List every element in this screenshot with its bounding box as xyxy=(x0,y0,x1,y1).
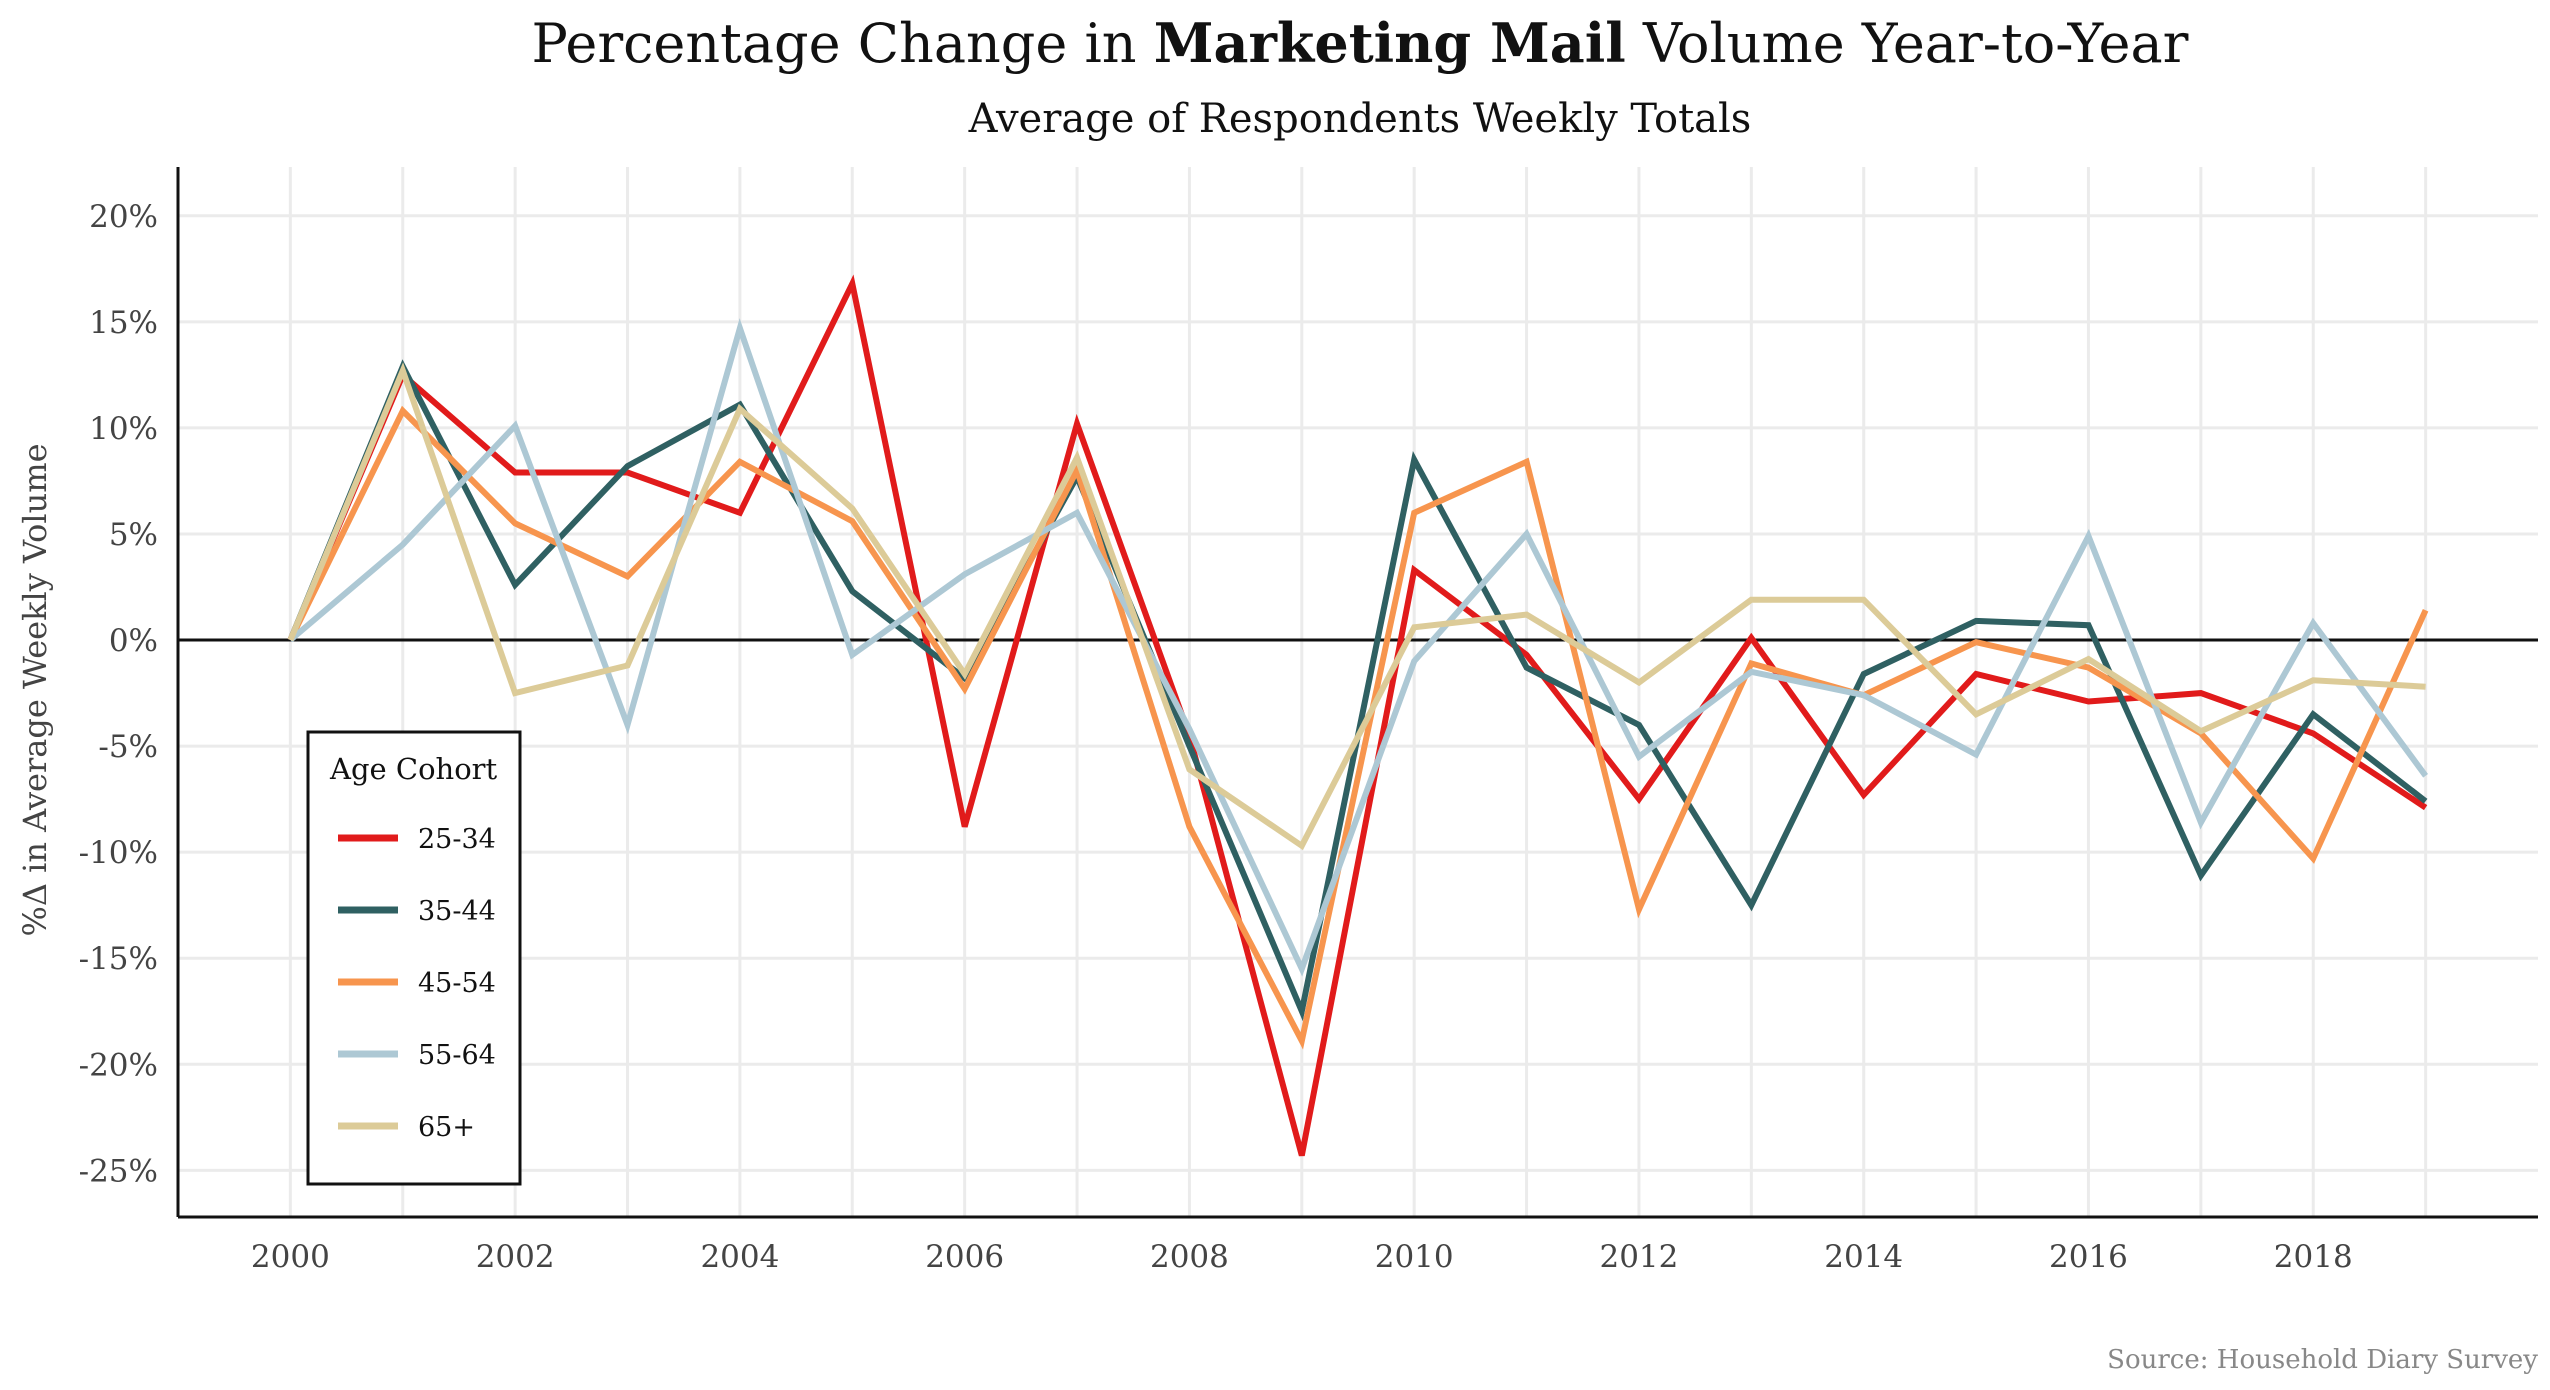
series-line-25-34 xyxy=(287,274,2428,1157)
legend-title: Age Cohort xyxy=(329,752,498,786)
x-tick-label: 2000 xyxy=(251,1239,330,1275)
x-tick-label: 2002 xyxy=(476,1239,555,1275)
x-tick-label: 2016 xyxy=(2049,1239,2128,1275)
series-line-45-54 xyxy=(287,405,2429,1050)
chart-subtitle: Average of Respondents Weekly Totals xyxy=(968,96,1752,142)
y-axis-label: %Δ in Average Weekly Volume xyxy=(16,443,54,936)
legend: Age Cohort 25-34 35-44 45-54 55-64 65+ xyxy=(306,730,522,1186)
legend-box xyxy=(306,730,522,1186)
series-line-65+ xyxy=(287,362,2426,851)
legend-label-65+: 65+ xyxy=(418,1112,475,1143)
y-tick-label: -20% xyxy=(79,1047,158,1083)
x-tick-label: 2018 xyxy=(2274,1239,2353,1275)
legend-label-25-34: 25-34 xyxy=(418,824,496,855)
legend-label-55-64: 55-64 xyxy=(418,1040,496,1071)
y-tick-label: -5% xyxy=(98,729,158,765)
x-tick-label: 2004 xyxy=(700,1239,779,1275)
y-tick-label: 0% xyxy=(109,623,158,659)
axes xyxy=(176,167,2538,1219)
x-tick-label: 2008 xyxy=(1150,1239,1229,1275)
legend-label-35-44: 35-44 xyxy=(418,896,496,927)
x-tick-label: 2010 xyxy=(1375,1239,1454,1275)
x-tick-label: 2014 xyxy=(1824,1239,1903,1275)
y-tick-label: -25% xyxy=(79,1153,158,1189)
y-tick-label: 20% xyxy=(89,199,158,235)
series-lines xyxy=(178,274,2538,1157)
series-line-35-44 xyxy=(287,359,2428,1022)
source-note: Source: Household Diary Survey xyxy=(2107,1345,2538,1375)
series-line-55-64 xyxy=(288,318,2429,977)
chart-title-bold: Marketing Mail xyxy=(1154,11,1626,75)
y-tick-label: 15% xyxy=(89,305,158,341)
y-tick-label: -15% xyxy=(79,941,158,977)
legend-items: 25-34 35-44 45-54 55-64 65+ xyxy=(338,824,496,1143)
chart-title-suffix: Volume Year-to-Year xyxy=(1626,12,2189,75)
chart-title-prefix: Percentage Change in xyxy=(532,12,1154,75)
tick-labels: 20% 15% 10% 5% 0% -5% -10% -15% -20% -25% 2000 2002… xyxy=(79,199,2353,1275)
legend-label-45-54: 45-54 xyxy=(418,968,496,999)
x-tick-label: 2012 xyxy=(1599,1239,1678,1275)
y-tick-label: 5% xyxy=(109,517,158,553)
chart-title: Percentage Change in Marketing Mail Volu… xyxy=(532,11,2189,75)
y-tick-label: 10% xyxy=(89,411,158,447)
y-tick-label: -10% xyxy=(79,835,158,871)
x-tick-label: 2006 xyxy=(925,1239,1004,1275)
